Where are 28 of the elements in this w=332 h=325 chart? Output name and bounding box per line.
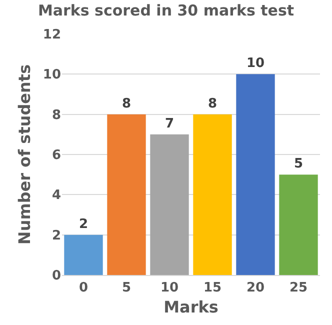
bar	[236, 74, 275, 275]
data-label: 2	[78, 216, 88, 232]
x-tick-label: 25	[289, 280, 308, 296]
y-tick-label: 12	[42, 28, 61, 43]
x-tick-label: 10	[160, 280, 179, 296]
x-tick-label: 5	[122, 280, 132, 296]
bar	[150, 134, 189, 275]
data-label: 10	[246, 56, 265, 72]
y-tick-label: 6	[52, 148, 61, 164]
chart-title: Marks scored in 30 marks test	[38, 1, 294, 20]
data-label: 7	[164, 116, 174, 132]
bar	[64, 234, 103, 275]
y-axis-title: Number of students	[14, 64, 34, 245]
x-tick-label: 0	[78, 280, 88, 296]
x-tick-label: 15	[203, 280, 222, 296]
bar	[279, 174, 318, 275]
bar	[193, 114, 232, 275]
bar	[107, 114, 146, 275]
y-tick-label: 8	[52, 108, 61, 123]
y-tick-label: 4	[52, 188, 61, 204]
x-tick-label: 20	[246, 280, 265, 296]
x-axis-title: Marks	[164, 297, 218, 316]
data-label: 5	[294, 156, 304, 172]
data-label: 8	[208, 96, 218, 112]
data-label: 8	[122, 96, 132, 112]
y-tick-label: 10	[42, 68, 61, 83]
y-tick-label: 2	[52, 228, 61, 244]
y-tick-label: 0	[52, 268, 61, 284]
